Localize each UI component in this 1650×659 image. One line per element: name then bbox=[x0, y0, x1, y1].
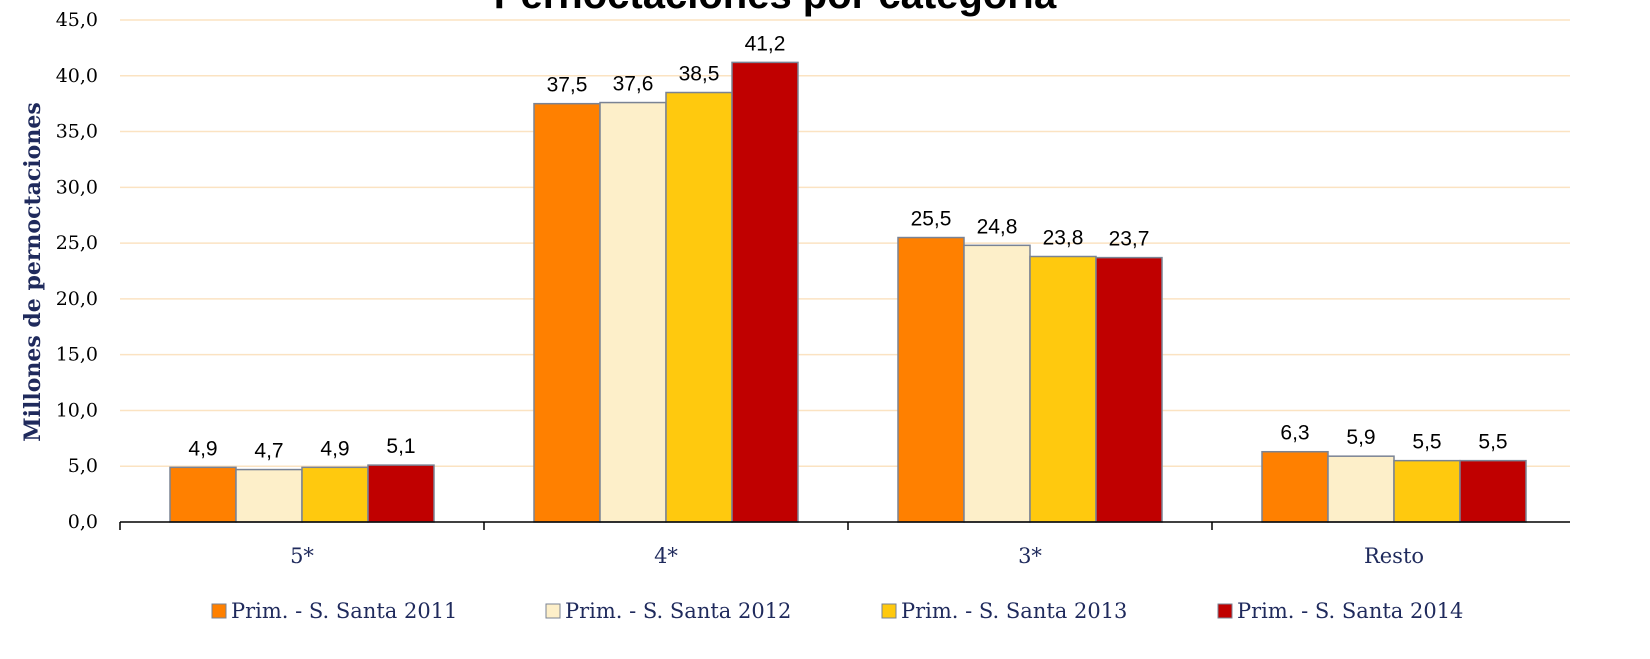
bar bbox=[169, 466, 237, 523]
legend: Prim. - S. Santa 2011 Prim. - S. Santa 20… bbox=[211, 599, 1463, 623]
data-label: 5,9 bbox=[1346, 426, 1375, 449]
y-tick-label: 40,0 bbox=[56, 65, 98, 87]
legend-label: Prim. - S. Santa 2013 bbox=[901, 599, 1127, 623]
bar bbox=[963, 244, 1031, 523]
bar bbox=[367, 464, 435, 523]
data-label: 23,8 bbox=[1043, 226, 1084, 249]
data-label: 24,8 bbox=[977, 215, 1018, 238]
bar bbox=[1327, 455, 1395, 523]
bar bbox=[1261, 450, 1329, 523]
y-tick-label: 25,0 bbox=[56, 232, 98, 254]
legend-swatch bbox=[211, 603, 227, 619]
data-label: 4,9 bbox=[188, 437, 217, 460]
data-label: 23,7 bbox=[1109, 228, 1150, 251]
bar bbox=[301, 466, 369, 523]
chart-title: Pernoctaciones por categoría bbox=[494, 0, 1057, 17]
data-label: 5,5 bbox=[1412, 431, 1441, 454]
legend-label: Prim. - S. Santa 2011 bbox=[231, 599, 457, 623]
y-tick-label: 35,0 bbox=[56, 121, 98, 143]
bars bbox=[169, 61, 1527, 523]
data-label: 37,5 bbox=[547, 74, 588, 97]
x-tick-label: Resto bbox=[1364, 544, 1424, 568]
data-label: 5,1 bbox=[386, 435, 415, 458]
data-label: 25,5 bbox=[911, 208, 952, 231]
data-label: 5,5 bbox=[1478, 431, 1507, 454]
bar bbox=[235, 468, 303, 523]
y-tick-label: 30,0 bbox=[56, 176, 98, 198]
data-label: 4,9 bbox=[320, 437, 349, 460]
bar bbox=[1029, 255, 1097, 523]
y-tick-label: 20,0 bbox=[56, 288, 98, 310]
x-tick-label: 4* bbox=[654, 544, 678, 568]
y-tick-label: 5,0 bbox=[68, 455, 98, 477]
bar bbox=[1459, 459, 1527, 523]
bar bbox=[1393, 459, 1461, 523]
legend-label: Prim. - S. Santa 2014 bbox=[1237, 599, 1463, 623]
legend-swatch bbox=[881, 603, 897, 619]
bar bbox=[897, 236, 965, 523]
y-tick-label: 10,0 bbox=[56, 399, 98, 421]
data-label: 37,6 bbox=[613, 73, 654, 96]
data-label: 4,7 bbox=[254, 440, 283, 463]
legend-label: Prim. - S. Santa 2012 bbox=[565, 599, 791, 623]
bar bbox=[1095, 256, 1163, 523]
y-tick-label: 0,0 bbox=[68, 511, 98, 533]
data-label: 6,3 bbox=[1280, 422, 1309, 445]
legend-swatch bbox=[1217, 603, 1233, 619]
data-label: 41,2 bbox=[745, 32, 786, 55]
data-label: 38,5 bbox=[679, 63, 720, 86]
x-tick-label: 3* bbox=[1018, 544, 1042, 568]
legend-swatch bbox=[545, 603, 561, 619]
y-tick-label: 15,0 bbox=[56, 344, 98, 366]
y-axis-label: Millones de pernoctaciones bbox=[20, 102, 46, 441]
bar bbox=[731, 61, 799, 523]
data-labels: 4,9 4,7 4,9 5,1 37,5 37,6 38,5 41,2 25,5 24,8 23,8… bbox=[188, 32, 1507, 462]
bar bbox=[665, 91, 733, 523]
axes: 0,0 5,0 10,0 15,0 20,0 25,0 30,0 35,0 40,0 45,0 5*… bbox=[56, 9, 1570, 568]
bar bbox=[533, 102, 601, 523]
y-tick-label: 45,0 bbox=[56, 9, 98, 31]
gridlines bbox=[120, 19, 1570, 467]
x-tick-label: 5* bbox=[290, 544, 314, 568]
bar bbox=[599, 101, 667, 523]
